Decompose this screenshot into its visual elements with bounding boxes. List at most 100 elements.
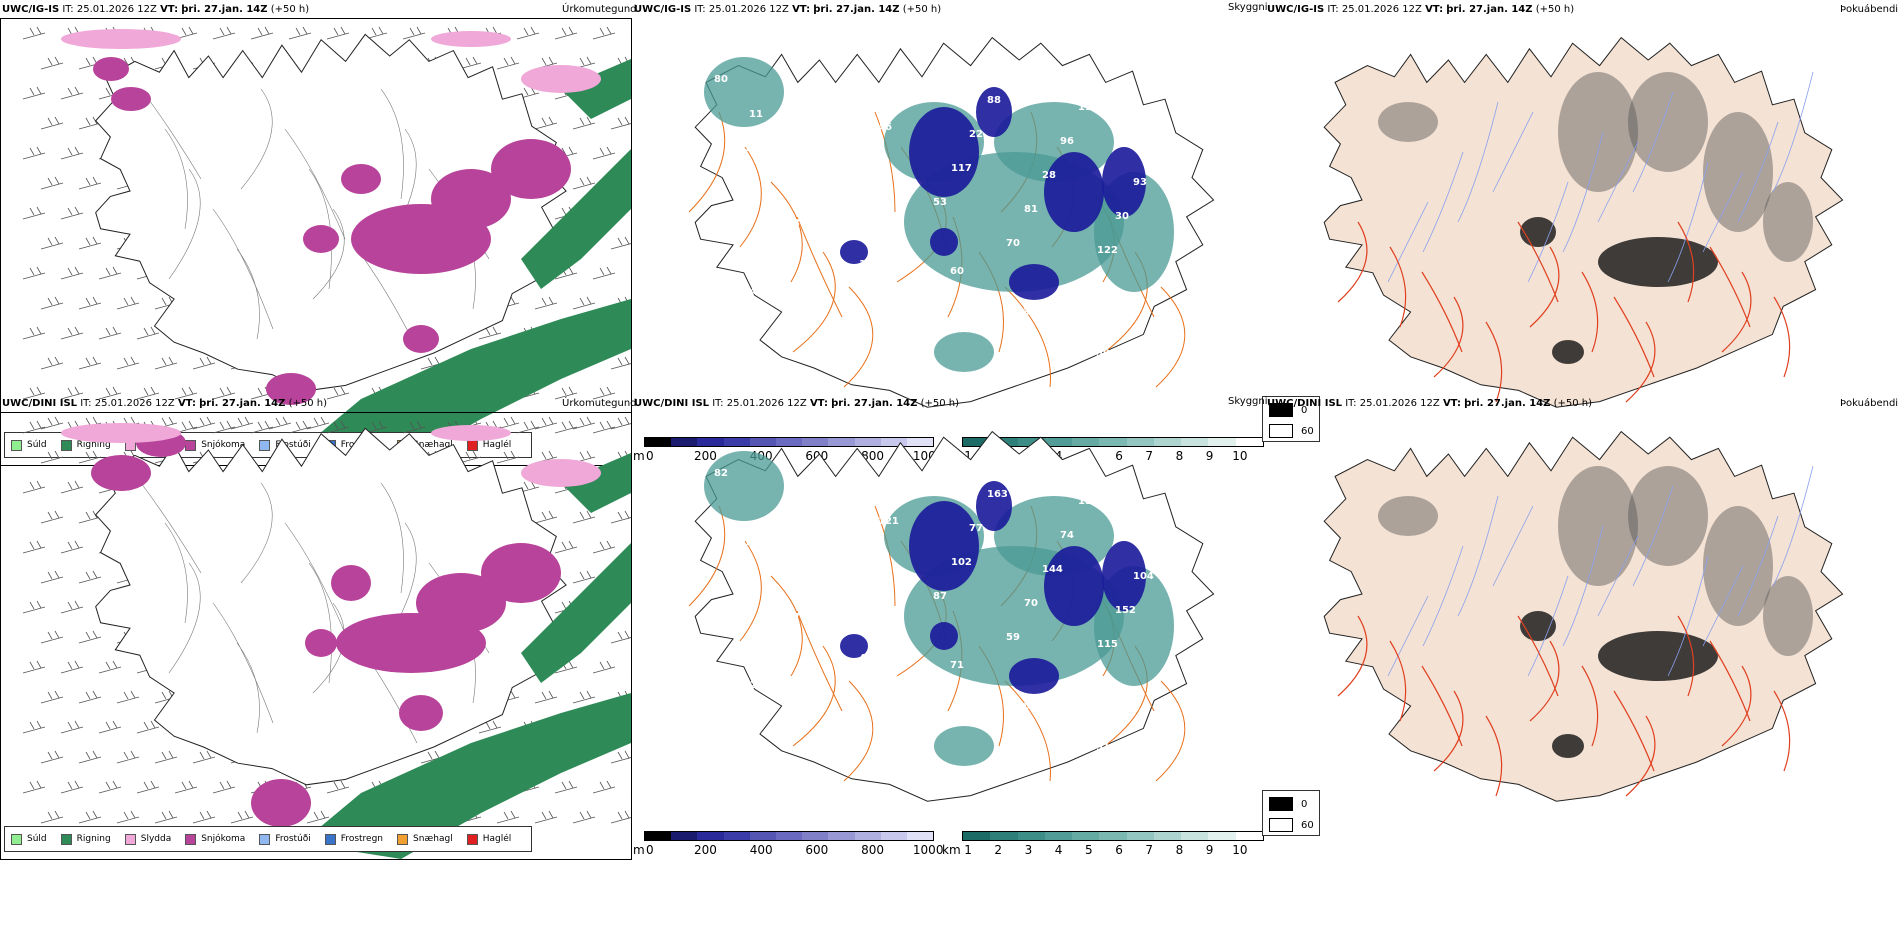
visibility-panel-title: UWC/IG-IS IT: 25.01.2026 12Z VT: þri. 27… (634, 4, 941, 15)
colorbar-step (1181, 438, 1209, 446)
it-label: IT: (80, 398, 92, 409)
river-line (1667, 555, 1709, 677)
wind-barb (174, 386, 198, 400)
colorbar-step (1153, 832, 1182, 840)
visibility-value-label: 51 (841, 687, 855, 698)
colorbar-step (880, 832, 907, 840)
wind-barb (78, 450, 102, 464)
visibility-panel-title: UWC/DINI ISL IT: 25.01.2026 12Z VT: þri.… (634, 398, 959, 409)
river-line (1667, 161, 1709, 283)
visibility-value-label: 209 (896, 482, 917, 493)
wind-barb (40, 450, 64, 464)
road-line (140, 482, 202, 574)
it-value: 25.01.2026 12Z (1359, 398, 1440, 409)
wind-barb (60, 540, 84, 554)
visibility-value-label: 356 (877, 225, 898, 236)
road-network (1337, 615, 1791, 797)
wind-barb (288, 26, 312, 40)
legend-swatch (259, 439, 271, 451)
teal-fog-area (934, 726, 994, 766)
river-line (1597, 535, 1639, 617)
visibility-value-label: 59 (1006, 632, 1020, 643)
wind-barb (250, 420, 274, 434)
teal-fog-area (934, 332, 994, 372)
road-line (688, 111, 726, 213)
colorbar-step (802, 438, 829, 446)
vt-value: þri. 27.jan. 14Z (813, 4, 900, 15)
wind-barb (40, 810, 64, 824)
wind-barb (78, 750, 102, 764)
road-line (1389, 640, 1407, 722)
colorbar-step (775, 832, 803, 840)
vt-value: þri. 27.jan. 14Z (831, 398, 918, 409)
colorbar-tick-label: 8 (1175, 449, 1184, 463)
visibility-value-label: 87 (933, 591, 947, 602)
colorbar-tick-label: 600 (805, 843, 829, 857)
fog-legend-item: 60 (1269, 818, 1314, 832)
visibility-value-label: 21 (768, 252, 782, 263)
wind-barb (592, 660, 616, 674)
colorbar-step (906, 832, 934, 840)
sleet-area (61, 29, 181, 49)
wind-barb (98, 326, 122, 340)
wind-barb (534, 690, 558, 704)
terrain-visibility-area (976, 87, 1012, 137)
wind-barb (572, 416, 596, 430)
vt-label: VT: (792, 4, 811, 15)
wind-barb (610, 750, 631, 764)
legend-label: 60 (1301, 819, 1314, 831)
colorbar-step (828, 832, 855, 840)
visibility-map: 8221612587595459831211027011523625620977… (688, 430, 1215, 802)
wind-barb (250, 26, 274, 40)
visibility-value-label: 117 (932, 300, 953, 311)
colorbar-tick-label: 9 (1205, 449, 1214, 463)
it-value: 25.01.2026 12Z (1341, 4, 1422, 15)
colorbar-step (854, 832, 881, 840)
legend-swatch (11, 439, 22, 451)
lead-time: (+50 h) (920, 398, 960, 409)
wind-barb (60, 206, 84, 220)
road-line (796, 610, 843, 712)
wind-barb (60, 266, 84, 280)
river-line (1632, 485, 1674, 587)
colorbar-tick-label: 800 (861, 843, 884, 857)
wind-barb (534, 810, 558, 824)
road-line (1337, 615, 1368, 697)
precip-type-frame (0, 412, 632, 860)
road-line (770, 181, 803, 283)
wind-barb (592, 540, 616, 554)
it-value: 25.01.2026 12Z (94, 398, 175, 409)
colorbar-tick-label: 400 (749, 843, 773, 857)
colorbar-step (880, 438, 907, 446)
colorbar-step (854, 438, 881, 446)
road-line (1721, 271, 1752, 353)
visibility-value-label: 81 (841, 293, 855, 304)
sleet-area (521, 65, 601, 93)
rain-bands (301, 59, 631, 465)
fog-dark-area (1520, 611, 1556, 641)
snow-area (491, 139, 571, 199)
visibility-value-label: 70 (1006, 238, 1020, 249)
visibility-colorbar (962, 831, 1264, 841)
road-line (168, 168, 201, 280)
model-name: UWC/DINI ISL (634, 398, 710, 409)
wind-barb (78, 630, 102, 644)
wind-barb (572, 690, 596, 704)
wind-barb (192, 810, 216, 824)
rain-band-south (301, 299, 631, 465)
visibility-value-label: 188 (804, 578, 825, 589)
wind-barb (534, 416, 558, 430)
road-line (1625, 321, 1656, 403)
visibility-value-label: 63 (786, 218, 800, 229)
precip-legend-item: Súld (11, 439, 47, 451)
wind-barb (326, 420, 350, 434)
low-visibility-areas (704, 451, 1174, 766)
legend-label: Haglél (482, 834, 512, 844)
wind-barb (60, 720, 84, 734)
visibility-panel-name: Skyggni (1228, 396, 1268, 407)
snow-area (251, 779, 311, 827)
river-line (1772, 465, 1814, 587)
snow-area (91, 455, 151, 491)
visibility-labels: 80 222 90 53 70 68 80 91 46 117 81 122 42 55 63 22 28 30 2… (714, 74, 1147, 359)
wind-barb (40, 176, 64, 190)
